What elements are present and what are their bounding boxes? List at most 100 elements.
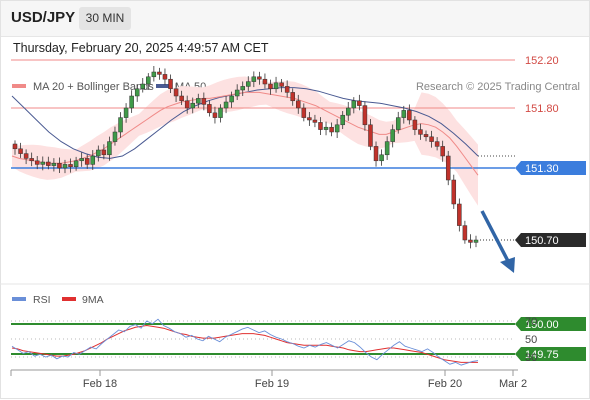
time-label-feb19: Feb 19 [255, 378, 289, 390]
candle [234, 84, 240, 100]
candle [384, 136, 390, 160]
time-label-feb20: Feb 20 [428, 378, 462, 390]
candle [157, 67, 162, 80]
candle [312, 114, 318, 128]
candle [357, 94, 362, 111]
candle [201, 92, 207, 111]
candle [40, 156, 46, 171]
level-box-150-70 [515, 233, 586, 247]
time-label-mar2: Mar 2 [499, 378, 527, 390]
candle [440, 140, 445, 162]
candle [268, 79, 273, 95]
candle [351, 97, 357, 114]
level-label-151-80: 151.80 [525, 103, 559, 115]
rsi-legend-label: RSI [33, 294, 51, 306]
candle [423, 130, 429, 142]
candle [307, 111, 312, 126]
candle [368, 119, 373, 151]
rsi-tick-70: 70 [525, 316, 537, 328]
levels-group: 152.20 151.80 151.30 150.70 150.00 149.75 [11, 55, 586, 361]
candle [296, 94, 301, 114]
candle [62, 159, 68, 174]
candle [29, 152, 34, 167]
candle [173, 83, 179, 102]
candle [68, 158, 73, 173]
candle [418, 123, 423, 140]
header-bar: USD/JPY 30 MIN [0, 0, 590, 36]
candle [468, 234, 473, 249]
candle [184, 95, 190, 114]
ma20-legend-swatch [12, 84, 26, 88]
candle [262, 73, 268, 89]
candle [395, 111, 401, 134]
symbol-label: USD/JPY [11, 9, 76, 26]
level-label-150-00: 150.00 [525, 319, 559, 331]
candle [362, 101, 368, 131]
level-box-151-30 [515, 161, 586, 175]
candle [96, 145, 101, 162]
candle [179, 90, 184, 106]
candle [12, 140, 18, 155]
candle [273, 76, 279, 93]
candle [334, 118, 340, 138]
candle [51, 158, 57, 172]
level-box-150-00 [515, 317, 586, 331]
candle [240, 81, 245, 96]
ma50-legend-swatch [156, 84, 170, 88]
candle [196, 93, 201, 108]
candle [434, 137, 440, 151]
candle [107, 136, 112, 161]
rsi-ma-line [11, 324, 478, 363]
candle [129, 90, 134, 113]
candle [390, 124, 395, 148]
candle [329, 122, 334, 137]
candle [323, 121, 329, 136]
candle [412, 116, 418, 136]
candle [168, 74, 173, 94]
candle [34, 156, 40, 170]
candle [407, 104, 412, 125]
candle [146, 73, 151, 90]
candle [457, 198, 462, 232]
candle [379, 149, 384, 166]
header-divider [0, 36, 590, 37]
candle [162, 68, 168, 85]
candle [318, 117, 323, 135]
candle [101, 144, 107, 160]
candle [46, 156, 51, 170]
candle [123, 103, 129, 123]
ma20-legend-label: MA 20 + Bollinger Bands [33, 81, 154, 93]
candle [373, 141, 379, 167]
credit-text: Research © 2025 Trading Central [416, 81, 580, 93]
candles-group [12, 66, 479, 249]
rsi-tick-30: 30 [525, 352, 537, 364]
candle [18, 142, 23, 158]
candle [290, 88, 295, 106]
bollinger-bands-area [12, 76, 478, 206]
candle [57, 157, 62, 173]
candle [212, 106, 218, 124]
rsi-line [11, 318, 479, 366]
candle [140, 78, 145, 93]
rsi-ma-legend-label: 9MA [82, 294, 104, 306]
candle [251, 71, 257, 88]
candle [340, 111, 345, 130]
candle [151, 66, 157, 82]
candle [73, 156, 79, 171]
rsi-ma-legend-swatch [62, 297, 76, 301]
level-box-149-75 [515, 347, 586, 361]
candle [190, 97, 195, 114]
candle [279, 79, 284, 93]
candle [118, 112, 123, 138]
candle [473, 235, 479, 248]
candle [90, 150, 96, 170]
level-label-150-70: 150.70 [525, 235, 559, 247]
forecast-arrow [480, 210, 515, 273]
rsi-legend-swatch [12, 297, 26, 301]
level-label-151-30: 151.30 [525, 163, 559, 175]
candle [257, 71, 262, 85]
timeframe-button[interactable]: 30 MIN [79, 7, 131, 30]
candle [346, 102, 351, 121]
candle [451, 174, 457, 209]
